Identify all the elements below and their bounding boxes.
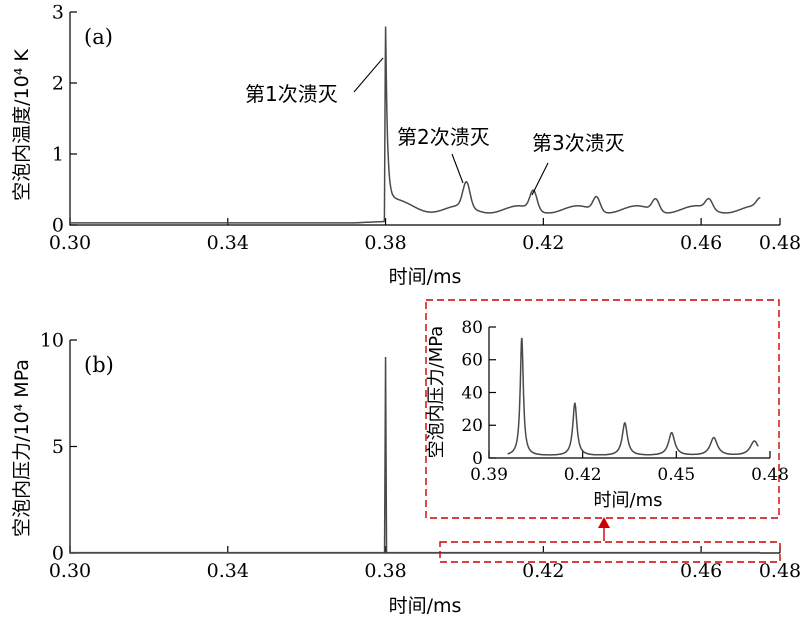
panel-b-axes	[69, 340, 780, 554]
panel-a-axes	[69, 12, 780, 226]
x-tick-label: 0.34	[207, 560, 249, 582]
x-tick-label: 0.46	[680, 560, 722, 582]
y-tick-label: 0	[52, 215, 64, 237]
annotation-collapse-1: 第1次溃灭	[245, 82, 338, 106]
x-tick-label: 0.38	[364, 232, 406, 254]
inset-pressure-curve	[507, 337, 759, 456]
x-tick-label: 0.42	[564, 465, 602, 485]
y-tick-label: 40	[461, 383, 483, 403]
x-tick-label: 0.46	[680, 232, 722, 254]
y-tick-label: 60	[461, 351, 483, 371]
y-tick-label: 3	[52, 2, 64, 24]
annotation-collapse-3: 第3次溃灭	[532, 131, 625, 155]
x-tick-label: 0.48	[751, 465, 789, 485]
x-tick-label: 0.42	[522, 232, 564, 254]
y-tick-label: 10	[40, 330, 64, 352]
x-tick-label: 0.34	[207, 232, 249, 254]
x-tick-label: 0.48	[759, 232, 800, 254]
panel-b-y-axis-title: 空泡内压力/10⁴ MPa	[11, 359, 33, 537]
annotation-collapse-2: 第2次溃灭	[397, 125, 490, 149]
y-tick-label: 0	[52, 543, 64, 565]
y-tick-label: 20	[461, 416, 483, 436]
inset-y-axis-title: 空泡内压力/MPa	[426, 326, 447, 459]
inset-x-axis-title: 时间/ms	[594, 490, 663, 511]
x-tick-label: 0.45	[657, 465, 695, 485]
x-tick-label: 0.39	[470, 465, 508, 485]
annotation-arrow-3	[531, 162, 549, 196]
panel-a-y-axis-title: 空泡内温度/10⁴ K	[11, 49, 33, 201]
x-tick-label: 0.30	[49, 232, 91, 254]
inset-x-ticks: 0.39 0.42 0.45 0.48	[470, 451, 789, 485]
x-tick-label: 0.38	[364, 560, 406, 582]
panel-b-label: (b)	[84, 353, 114, 377]
panel-a-y-ticks: 0 1 2 3	[52, 2, 77, 237]
x-tick-label: 0.48	[759, 560, 800, 582]
zoom-source-box	[439, 541, 781, 563]
inset-axes	[488, 327, 770, 459]
panel-b-x-ticks: 0.30 0.34 0.38 0.42 0.46 0.48	[49, 546, 800, 582]
panel-a-x-ticks: 0.30 0.34 0.38 0.42 0.46 0.48	[49, 218, 800, 254]
y-tick-label: 80	[461, 318, 483, 338]
annotation-arrow-2	[451, 153, 464, 184]
panel-a-x-axis-title: 时间/ms	[389, 266, 462, 288]
panel-b-y-ticks: 0 5 10	[40, 330, 77, 565]
inset-border-box	[425, 299, 780, 519]
panel-b-pressure-curve	[70, 357, 761, 554]
y-tick-label: 1	[52, 144, 64, 166]
x-tick-label: 0.30	[49, 560, 91, 582]
zoom-arrow-head	[598, 517, 610, 528]
panel-b-x-axis-title: 时间/ms	[389, 595, 462, 617]
y-tick-label: 2	[52, 73, 64, 95]
inset-chart: 0.39 0.42 0.45 0.48 0 20 40 60 80 时间/ms 空泡内压力/M…	[426, 318, 789, 511]
y-tick-label: 0	[472, 449, 483, 469]
inset-y-ticks: 0 20 40 60 80	[461, 318, 496, 469]
y-tick-label: 5	[52, 436, 64, 458]
panel-a-label: (a)	[84, 25, 113, 49]
annotation-arrow-1	[353, 57, 384, 93]
panel-a-temperature-curve	[70, 26, 761, 224]
x-tick-label: 0.42	[522, 560, 564, 582]
